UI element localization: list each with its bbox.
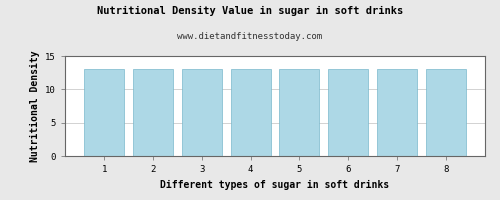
Bar xyxy=(426,69,466,156)
Bar xyxy=(84,69,124,156)
Y-axis label: Nutritional Density: Nutritional Density xyxy=(30,50,40,162)
Text: www.dietandfitnesstoday.com: www.dietandfitnesstoday.com xyxy=(178,32,322,41)
Bar xyxy=(328,69,368,156)
Bar xyxy=(280,69,320,156)
Bar xyxy=(377,69,417,156)
Text: Nutritional Density Value in sugar in soft drinks: Nutritional Density Value in sugar in so… xyxy=(97,6,403,16)
Bar xyxy=(230,69,270,156)
Bar xyxy=(133,69,173,156)
X-axis label: Different types of sugar in soft drinks: Different types of sugar in soft drinks xyxy=(160,180,390,190)
Bar xyxy=(182,69,222,156)
